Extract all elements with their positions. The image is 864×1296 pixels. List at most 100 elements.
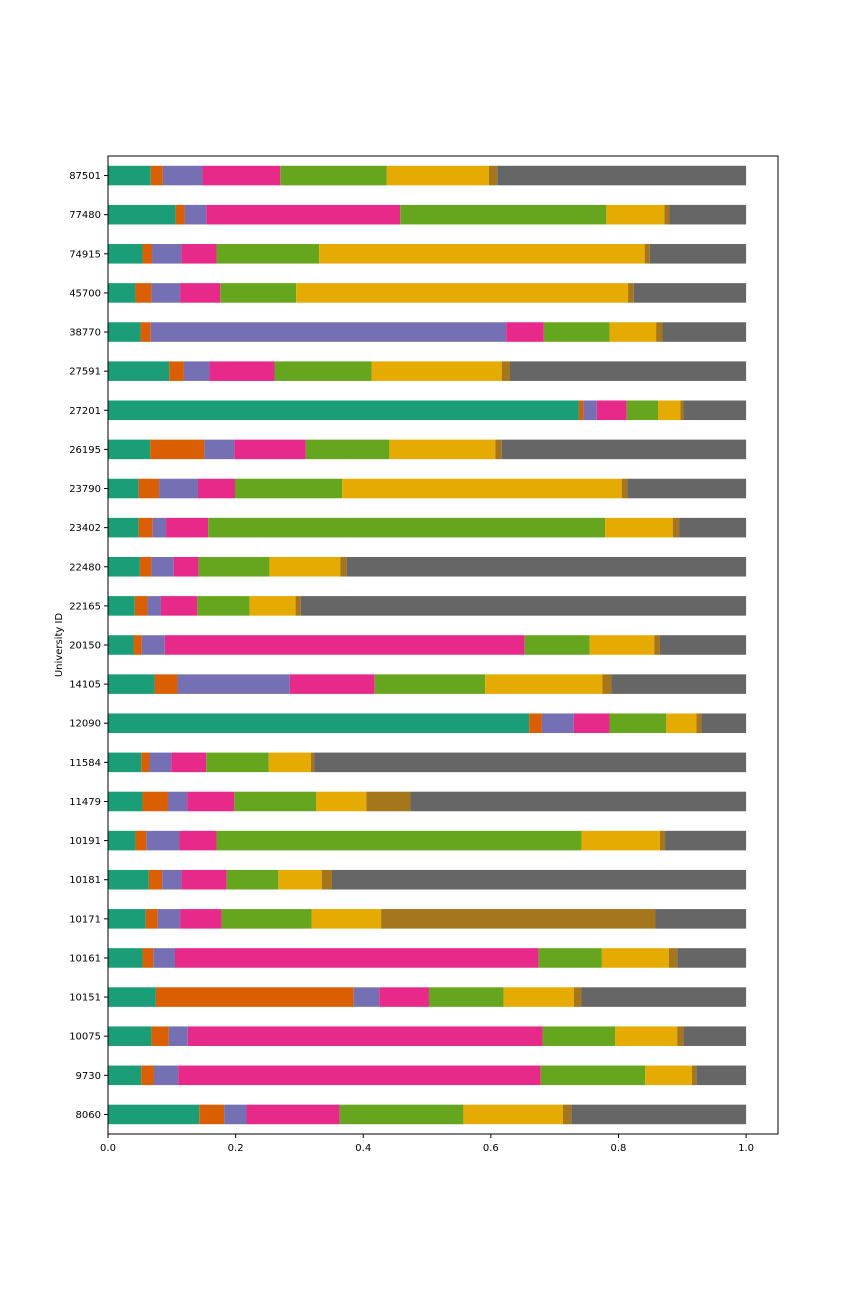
bar-segment bbox=[644, 244, 650, 264]
bar-segment bbox=[485, 674, 603, 694]
x-tick-label: 1.0 bbox=[738, 1143, 754, 1154]
bar-segment bbox=[510, 361, 747, 381]
bar-segment bbox=[659, 830, 666, 851]
bar-segment bbox=[374, 674, 486, 694]
bar-segment bbox=[609, 322, 657, 342]
x-tick-label: 0.8 bbox=[611, 1143, 627, 1154]
y-tick-label: 27591 bbox=[69, 367, 101, 378]
bar-segment bbox=[428, 987, 504, 1007]
bar-segment bbox=[149, 752, 172, 773]
bar-segment bbox=[691, 1065, 697, 1086]
bar-segment bbox=[540, 1065, 646, 1086]
bar-segment bbox=[655, 909, 747, 929]
bar-segment bbox=[150, 322, 507, 342]
bar-segment bbox=[108, 244, 143, 264]
bar-segment bbox=[197, 596, 250, 616]
bar-segment bbox=[108, 283, 136, 303]
bar-segment bbox=[400, 204, 607, 225]
bar-segment bbox=[142, 948, 154, 968]
bar-segment bbox=[596, 400, 627, 421]
bar-segment bbox=[234, 478, 343, 499]
bar-segment bbox=[108, 596, 135, 616]
y-tick-label: 10151 bbox=[69, 993, 101, 1004]
bar-segment bbox=[529, 713, 542, 734]
bar-segment bbox=[138, 478, 160, 499]
bar-segment bbox=[206, 752, 269, 773]
bar-segment bbox=[141, 1065, 154, 1086]
bar-segment bbox=[108, 752, 142, 773]
y-tick-label: 14105 bbox=[69, 680, 101, 691]
bar-segment bbox=[108, 1104, 200, 1125]
bar-segment bbox=[506, 322, 544, 342]
bar-segment bbox=[280, 165, 387, 186]
bar-segment bbox=[589, 635, 655, 655]
bar-segment bbox=[234, 791, 317, 812]
y-tick-label: 12090 bbox=[69, 719, 101, 730]
bar-segment bbox=[669, 204, 747, 225]
bar-segment bbox=[142, 791, 168, 812]
bar-segment bbox=[381, 909, 656, 929]
bar-segment bbox=[615, 1026, 678, 1046]
bar-segment bbox=[159, 478, 198, 499]
x-tick-label: 0.2 bbox=[228, 1143, 244, 1154]
bar-segment bbox=[497, 165, 747, 186]
bar-segment bbox=[148, 869, 163, 890]
bar-segment bbox=[135, 830, 147, 851]
bar-segment bbox=[147, 596, 161, 616]
y-tick-label: 11584 bbox=[69, 758, 101, 769]
bar-segment bbox=[538, 948, 602, 968]
bar-segment bbox=[146, 830, 180, 851]
bar-segment bbox=[226, 869, 279, 890]
bar-segment bbox=[605, 517, 673, 538]
bar-segment bbox=[621, 478, 628, 499]
bar-segment bbox=[562, 1104, 572, 1125]
bar-segment bbox=[339, 1104, 464, 1125]
bar-segment bbox=[366, 791, 411, 812]
bar-segment bbox=[573, 987, 582, 1007]
bar-segment bbox=[342, 478, 622, 499]
bar-segment bbox=[543, 322, 610, 342]
bar-segment bbox=[171, 752, 207, 773]
bar-segment bbox=[666, 713, 697, 734]
bar-segment bbox=[108, 635, 134, 655]
bar-segment bbox=[310, 752, 315, 773]
bar-segment bbox=[495, 439, 502, 460]
bar-segment bbox=[696, 1065, 747, 1086]
bar-segment bbox=[269, 556, 341, 577]
bar-segment bbox=[108, 361, 170, 381]
bar-segment bbox=[578, 400, 584, 421]
bar-segment bbox=[181, 244, 217, 264]
bar-segment bbox=[168, 1026, 188, 1046]
bar-segment bbox=[108, 556, 140, 577]
bar-segment bbox=[696, 713, 702, 734]
bar-segment bbox=[346, 556, 747, 577]
bar-segment bbox=[108, 322, 141, 342]
bar-segment bbox=[221, 909, 312, 929]
bar-segment bbox=[141, 752, 150, 773]
bar-segment bbox=[628, 283, 634, 303]
bar-segment bbox=[152, 517, 167, 538]
bar-segment bbox=[602, 674, 612, 694]
bar-segment bbox=[206, 204, 401, 225]
bar-segment bbox=[108, 517, 139, 538]
bar-segment bbox=[278, 869, 322, 890]
bar-segment bbox=[181, 869, 227, 890]
bar-segment bbox=[542, 1026, 616, 1046]
bar-segment bbox=[179, 830, 217, 851]
bar-segment bbox=[246, 1104, 340, 1125]
bar-segment bbox=[649, 244, 747, 264]
bar-segment bbox=[581, 830, 660, 851]
bar-segment bbox=[656, 322, 663, 342]
bar-segment bbox=[187, 1026, 543, 1046]
y-tick-label: 10161 bbox=[69, 953, 101, 964]
bar-segment bbox=[679, 517, 747, 538]
bars-layer bbox=[108, 165, 747, 1125]
bar-segment bbox=[187, 791, 235, 812]
bar-segment bbox=[204, 439, 235, 460]
bar-segment bbox=[626, 400, 659, 421]
bar-segment bbox=[108, 948, 143, 968]
bar-segment bbox=[108, 1065, 142, 1086]
bar-segment bbox=[108, 674, 155, 694]
bar-segment bbox=[524, 635, 590, 655]
